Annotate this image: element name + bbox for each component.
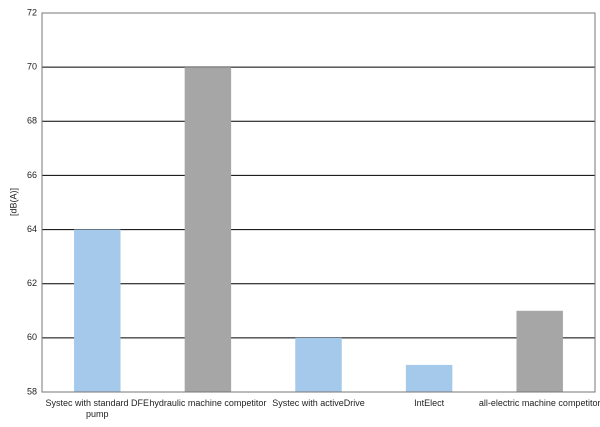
x-tick-label: Systec with activeDrive: [272, 398, 365, 408]
y-axis-label: [dB(A)]: [8, 188, 18, 216]
y-tick-label: 60: [27, 332, 37, 342]
y-tick-label: 66: [27, 170, 37, 180]
plot-border: [41, 12, 596, 393]
y-tick-label: 70: [27, 62, 37, 72]
y-tick-label: 64: [27, 224, 37, 234]
x-tick-label: hydraulic machine competitor: [149, 398, 267, 408]
x-tick-label: IntElect: [414, 398, 445, 408]
y-tick-label: 62: [27, 278, 37, 288]
bar: [295, 337, 342, 392]
y-tick-label: 58: [27, 386, 37, 396]
y-tick-label: 72: [27, 7, 37, 17]
x-tick-label: Systec with standard DFE pump: [45, 398, 150, 419]
bar: [516, 310, 563, 392]
bar: [405, 364, 453, 392]
bar: [184, 67, 232, 393]
y-tick-label: 68: [27, 116, 37, 126]
bar: [74, 229, 121, 392]
x-tick-label: all-electric machine competitor: [478, 398, 600, 408]
